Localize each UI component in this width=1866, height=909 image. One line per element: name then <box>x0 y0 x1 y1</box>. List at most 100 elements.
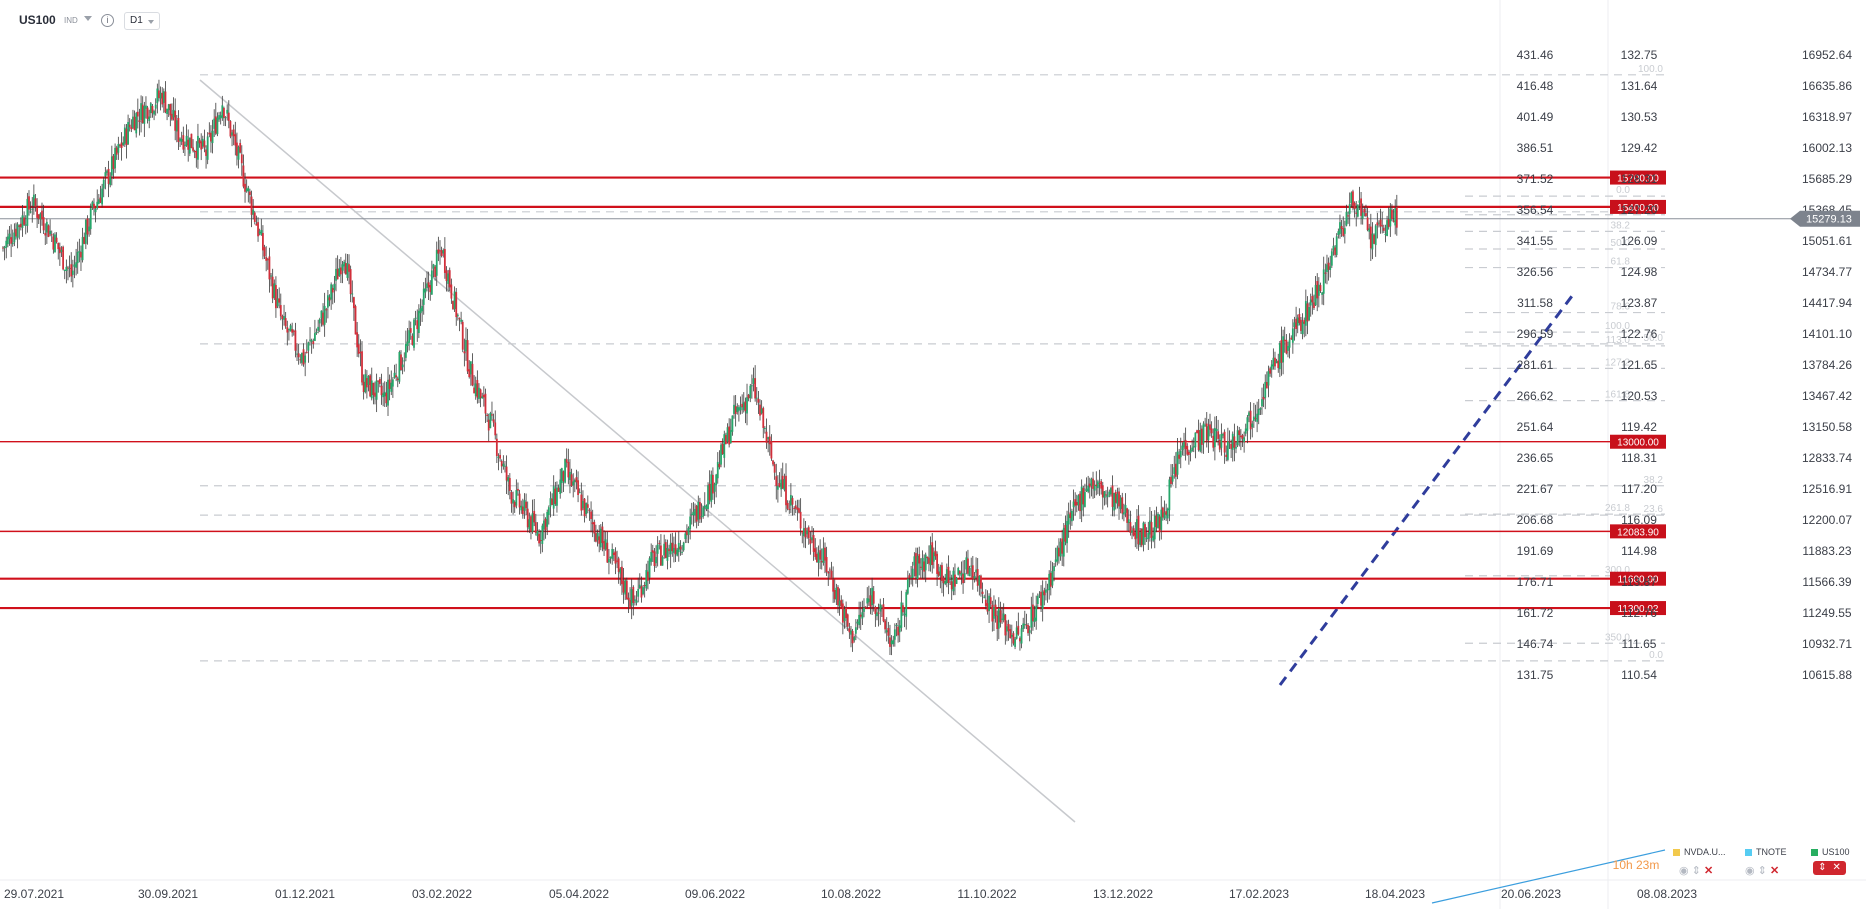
chevron-down-icon[interactable] <box>84 16 92 21</box>
candle-up <box>737 407 740 411</box>
candle-up <box>481 396 484 399</box>
candle-down <box>874 607 877 614</box>
candle-down <box>1043 590 1046 596</box>
candle-up <box>289 325 292 332</box>
candle-up <box>317 326 320 331</box>
candle-down <box>476 380 479 398</box>
candle-down <box>989 597 992 605</box>
candle-down <box>928 557 930 564</box>
candle-up <box>905 592 908 617</box>
downtrend-line <box>199 79 1076 823</box>
fib-level-label: 113.0 <box>1606 335 1631 346</box>
y-tick-nvda: 191.69 <box>1517 544 1554 558</box>
fib-level-label: 0.0 <box>1649 650 1663 661</box>
candle-up <box>159 92 162 99</box>
candle-up <box>1153 515 1156 540</box>
candle-down <box>583 498 586 517</box>
candle-up <box>1236 430 1239 446</box>
candle-up <box>127 122 129 145</box>
candle-up <box>1157 513 1159 529</box>
candle-up <box>26 198 29 226</box>
symbol-name[interactable]: US100 <box>19 13 56 27</box>
candle-down <box>1217 431 1220 439</box>
candle-down <box>830 570 833 579</box>
candle-up <box>1202 423 1205 444</box>
candle-down <box>1290 337 1293 340</box>
y-tick-nvda: 146.74 <box>1517 637 1554 651</box>
legend-us100[interactable]: US100 <box>1811 847 1850 857</box>
candle-up <box>895 624 898 626</box>
candle-down <box>440 250 443 256</box>
candle-down <box>754 378 757 399</box>
legend-tnote[interactable]: TNOTE ◉ ⇕ ✕ <box>1745 847 1787 877</box>
candle-down <box>825 557 828 572</box>
close-icon[interactable]: ✕ <box>1703 865 1714 877</box>
candle-up <box>270 275 272 277</box>
candle-up <box>1192 446 1195 448</box>
fib-level-label: 23.6 <box>1644 504 1664 515</box>
candle-down <box>793 508 796 510</box>
candle-up <box>993 607 995 619</box>
candle-down <box>1274 357 1276 367</box>
candle-down <box>833 589 836 600</box>
candle-down <box>93 203 95 209</box>
candle-up <box>853 637 856 641</box>
candle-up <box>247 187 250 192</box>
timeframe-select[interactable]: D1 <box>124 12 160 30</box>
candle-up <box>1106 494 1109 498</box>
candle-up <box>1330 251 1333 266</box>
candle-up <box>1326 264 1328 272</box>
candle-down <box>1262 396 1265 400</box>
candle-up <box>1163 512 1166 519</box>
candle-up <box>1142 522 1145 545</box>
candle-down <box>980 575 982 589</box>
candle-down <box>380 385 383 396</box>
candle-down <box>227 112 230 121</box>
candle-down <box>275 285 277 309</box>
candle-down <box>1225 454 1228 458</box>
candle-down <box>942 577 945 584</box>
candle-up <box>898 625 901 633</box>
candle-up <box>723 434 726 458</box>
candle-up <box>156 88 159 104</box>
candle-up <box>382 393 385 398</box>
candle-up <box>231 132 233 136</box>
candle-up <box>1343 228 1346 234</box>
candle-down <box>58 247 61 254</box>
close-icon[interactable]: ✕ <box>1769 865 1780 877</box>
eye-icon[interactable]: ◉ <box>1745 865 1755 877</box>
candle-up <box>763 428 766 430</box>
candle-down <box>83 236 86 244</box>
fib-retracement-1: 100.0 61.8 50.0 38.2 23.6 0.0 <box>200 64 1665 662</box>
x-tick-label: 13.12.2022 <box>1093 887 1153 901</box>
candle-up <box>850 630 852 635</box>
sort-icon[interactable]: ⇕ <box>1757 865 1767 877</box>
candle-down <box>286 327 289 333</box>
series-color-swatch <box>1745 849 1752 857</box>
candle-down <box>1004 614 1007 636</box>
series-action-button[interactable]: ⇕ ✕ <box>1813 861 1846 875</box>
sort-icon[interactable]: ⇕ <box>1691 865 1701 877</box>
candle-down <box>1017 625 1020 635</box>
candle-up <box>315 331 318 333</box>
y-tick-us100: 11883.23 <box>1802 544 1851 558</box>
candle-down <box>773 464 776 473</box>
candle-down <box>15 228 17 237</box>
eye-icon[interactable]: ◉ <box>1679 865 1689 877</box>
legend-nvda[interactable]: NVDA.U... ◉ ⇕ ✕ <box>1673 847 1726 877</box>
candle-up <box>3 246 6 249</box>
candle-up <box>910 577 912 579</box>
legend-label: NVDA.U... <box>1684 847 1726 857</box>
candle-down <box>526 508 529 528</box>
candle-down <box>699 501 701 520</box>
candle-up <box>863 607 865 612</box>
candle-up <box>296 353 298 355</box>
candle-up <box>609 556 612 559</box>
x-tick-label: 03.02.2022 <box>412 887 472 901</box>
candle-down <box>378 378 381 384</box>
info-icon[interactable]: i <box>101 14 114 27</box>
candle-down <box>804 527 807 538</box>
candle-down <box>193 151 196 153</box>
y-tick-us100: 10932.71 <box>1802 637 1852 651</box>
